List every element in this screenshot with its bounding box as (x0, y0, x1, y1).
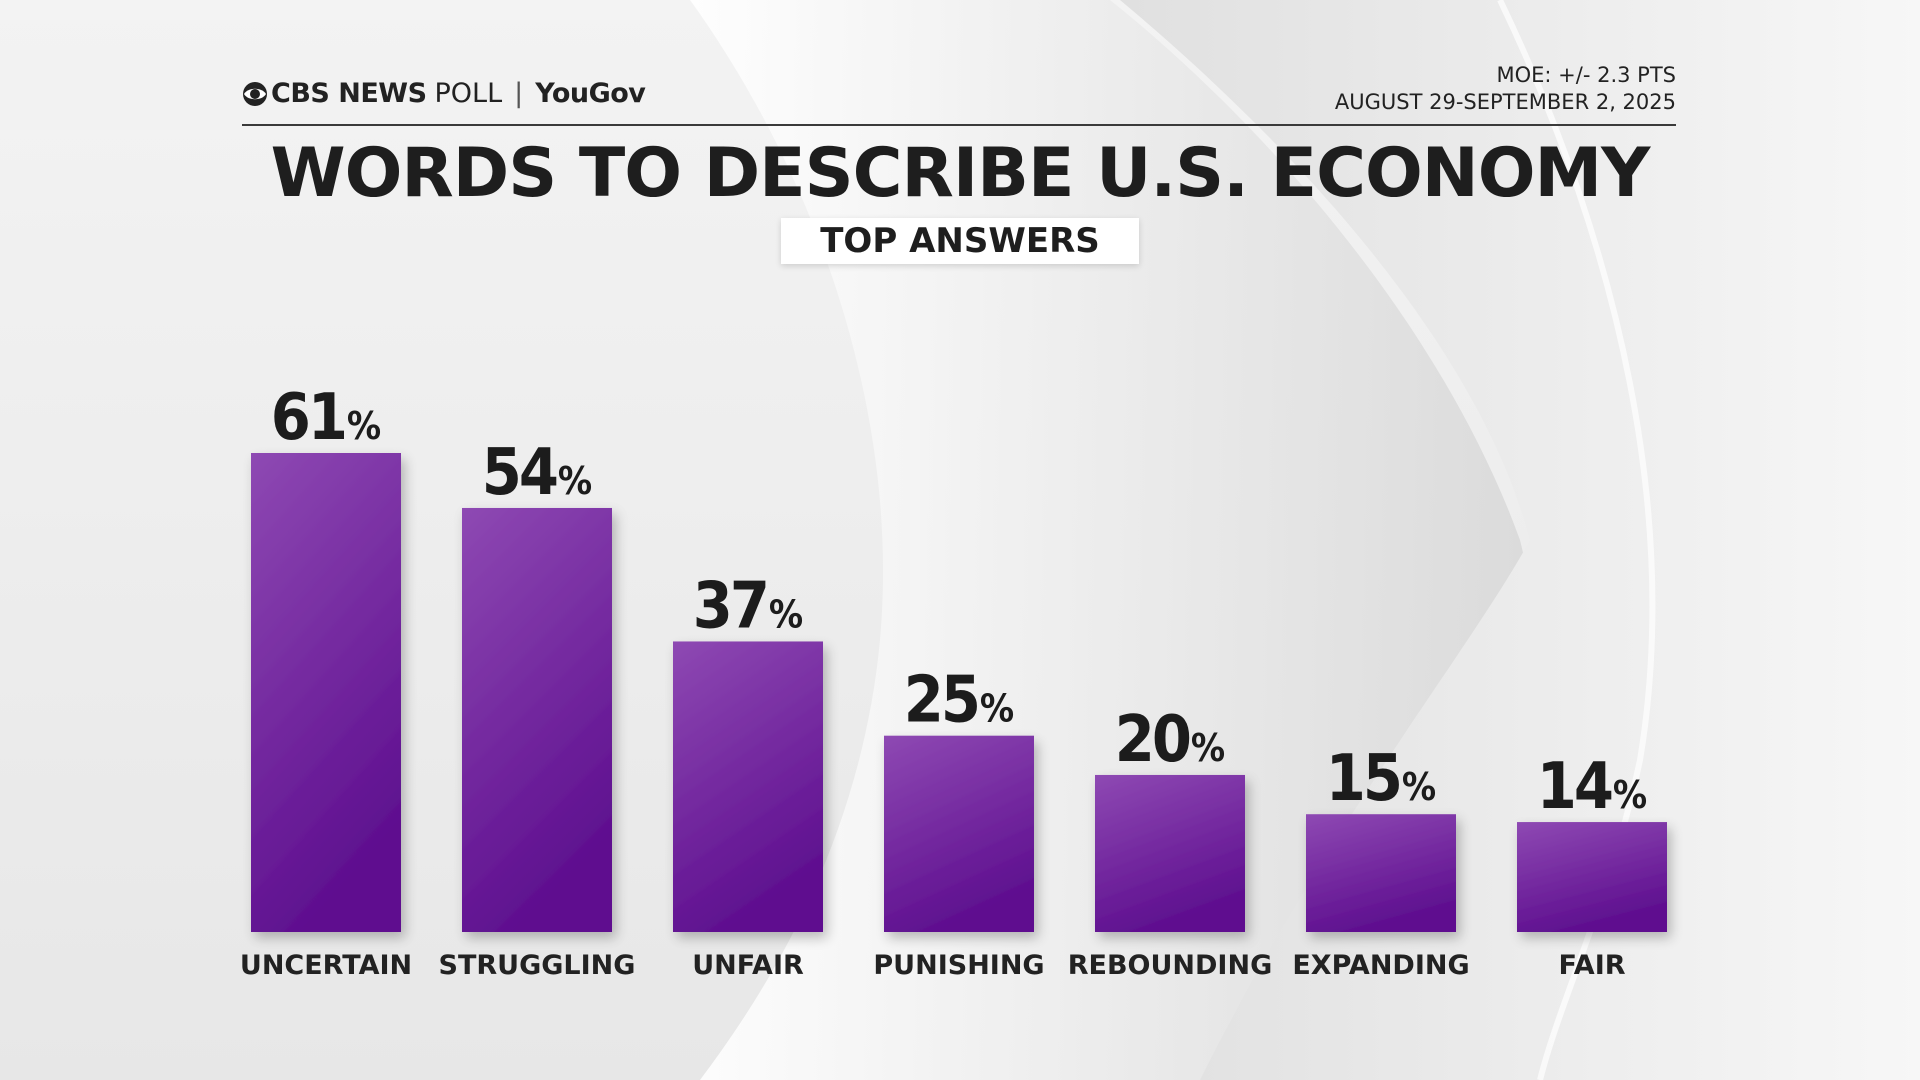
bar-rebounding (1095, 774, 1245, 932)
value-label-expanding: 15% (1326, 742, 1436, 816)
bar-fair (1517, 822, 1667, 932)
value-label-unfair: 37% (693, 569, 803, 643)
category-label-struggling: STRUGGLING (439, 950, 636, 981)
category-label-punishing: PUNISHING (873, 950, 1044, 981)
category-label-unfair: UNFAIR (692, 950, 804, 981)
value-label-uncertain: 61% (271, 381, 381, 455)
bar-expanding (1306, 814, 1456, 932)
bar-punishing (884, 735, 1034, 932)
bar-unfair (673, 641, 823, 932)
chart-subtitle: TOP ANSWERS (781, 218, 1139, 264)
brand-name: CBS NEWS (271, 78, 427, 109)
logo: CBS NEWS POLL | YouGov (242, 78, 646, 109)
category-label-expanding: EXPANDING (1292, 950, 1469, 981)
margin-of-error: MOE: +/- 2.3 PTS (1496, 63, 1676, 87)
poll-label: POLL (434, 78, 503, 109)
category-label-rebounding: REBOUNDING (1068, 950, 1273, 981)
category-label-fair: FAIR (1558, 950, 1625, 981)
poll-dates: AUGUST 29-SEPTEMBER 2, 2025 (1334, 90, 1676, 114)
value-label-struggling: 54% (482, 436, 592, 510)
chart-title: WORDS TO DESCRIBE U.S. ECONOMY (270, 134, 1651, 213)
category-label-uncertain: UNCERTAIN (240, 950, 412, 981)
header: CBS NEWS POLL | YouGov MOE: +/- 2.3 PTS … (242, 62, 1676, 126)
bar-struggling (462, 507, 612, 932)
value-label-fair: 14% (1537, 750, 1647, 824)
partner-name: YouGov (535, 78, 646, 109)
bar-uncertain (251, 453, 401, 932)
value-label-rebounding: 20% (1115, 703, 1225, 777)
cbs-eye-icon (243, 81, 267, 106)
poll-meta: MOE: +/- 2.3 PTS AUGUST 29-SEPTEMBER 2, … (1335, 62, 1676, 116)
value-label-punishing: 25% (904, 664, 1014, 738)
logo-separator: | (514, 78, 524, 109)
